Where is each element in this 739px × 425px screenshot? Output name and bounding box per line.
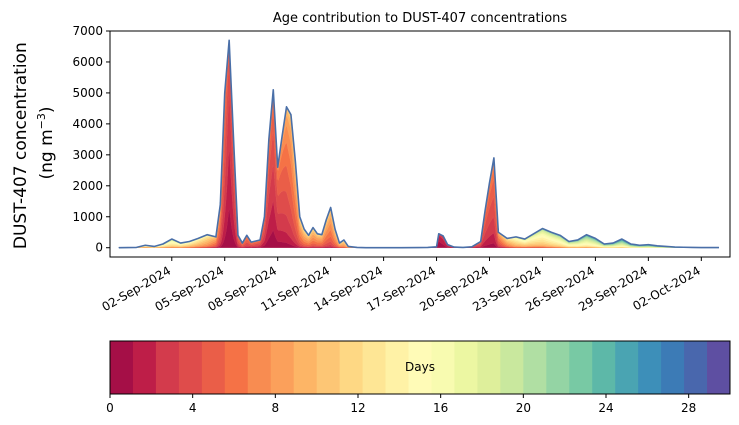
colorbar-tick-label: 20 <box>516 401 531 415</box>
colorbar-cell <box>339 341 363 394</box>
colorbar-tick-label: 8 <box>272 401 280 415</box>
plot-background <box>110 31 730 257</box>
y-tick-label: 2000 <box>72 179 103 193</box>
colorbar-cell <box>684 341 708 394</box>
total-concentration-line <box>118 39 719 249</box>
colorbar-cell <box>454 341 478 394</box>
colorbar-cell <box>500 341 524 394</box>
colorbar-cell <box>707 341 731 394</box>
colorbar-tick-label: 16 <box>433 401 448 415</box>
colorbar-cell <box>132 341 157 394</box>
colorbar-cell <box>293 341 318 394</box>
colorbar-ticks: 0 4 8 12 16 20 24 28 <box>106 394 696 415</box>
colorbar-tick-label: 0 <box>106 401 114 415</box>
colorbar-cell <box>408 341 432 394</box>
y-axis-label-line1: DUST-407 concentration <box>11 42 31 249</box>
colorbar-cell <box>523 341 547 394</box>
colorbar-cell <box>592 341 616 394</box>
colorbar-frame <box>109 340 731 395</box>
colorbar-cell <box>201 341 226 394</box>
colorbar-cell <box>638 341 662 394</box>
y-tick-label: 5000 <box>72 86 103 100</box>
plot-area <box>109 30 731 258</box>
plot-frame <box>109 30 731 258</box>
y-tick-label: 1000 <box>72 210 103 224</box>
colorbar-cell <box>155 341 180 394</box>
colorbar-tick-label: 4 <box>189 401 197 415</box>
colorbar-cell <box>178 341 203 394</box>
y-tick-label: 7000 <box>72 24 103 38</box>
colorbar-cell <box>362 341 386 394</box>
colorbar-cell <box>247 341 272 394</box>
y-axis: 0 1000 2000 3000 4000 5000 6000 7000 <box>72 24 110 255</box>
y-axis-unit-superscript: −3 <box>35 113 48 129</box>
y-axis-label-line2: (ng m−3) <box>35 106 57 179</box>
y-axis-label: DUST-407 concentration (ng m−3) <box>11 37 57 249</box>
y-tick-label: 3000 <box>72 148 103 162</box>
colorbar-cell <box>316 341 341 394</box>
y-tick-label: 6000 <box>72 55 103 69</box>
colorbar-cell <box>661 341 685 394</box>
colorbar-tick-label: 28 <box>681 401 696 415</box>
colorbar-cells <box>110 341 731 394</box>
colorbar-tick-label: 24 <box>598 401 613 415</box>
colorbar-cell <box>477 341 501 394</box>
colorbar-cell <box>546 341 570 394</box>
colorbar-cell <box>385 341 409 394</box>
colorbar-cell <box>270 341 295 394</box>
y-tick-label: 0 <box>95 241 103 255</box>
colorbar-tick-label: 12 <box>350 401 365 415</box>
colorbar-cell <box>615 341 639 394</box>
colorbar-cell <box>224 341 249 394</box>
colorbar-cell <box>110 341 134 394</box>
y-tick-label: 4000 <box>72 117 103 131</box>
chart-title: Age contribution to DUST-407 concentrati… <box>273 11 568 26</box>
colorbar: Days 0 4 8 12 16 20 24 28 <box>106 340 731 415</box>
colorbar-cell <box>569 341 593 394</box>
colorbar-label: Days <box>405 360 435 374</box>
x-axis: 02-Sep-202405-Sep-202408-Sep-202411-Sep-… <box>100 257 703 314</box>
colorbar-cell <box>431 341 455 394</box>
